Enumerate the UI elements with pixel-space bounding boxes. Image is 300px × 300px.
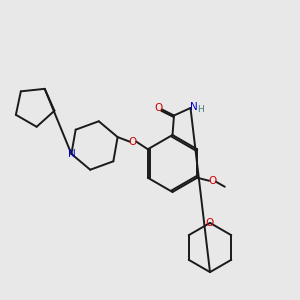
Text: O: O xyxy=(209,176,217,186)
Text: O: O xyxy=(129,137,137,147)
Text: N: N xyxy=(68,149,75,159)
Text: O: O xyxy=(154,103,163,113)
Text: O: O xyxy=(206,218,214,228)
Text: N: N xyxy=(190,102,198,112)
Text: H: H xyxy=(197,105,204,114)
